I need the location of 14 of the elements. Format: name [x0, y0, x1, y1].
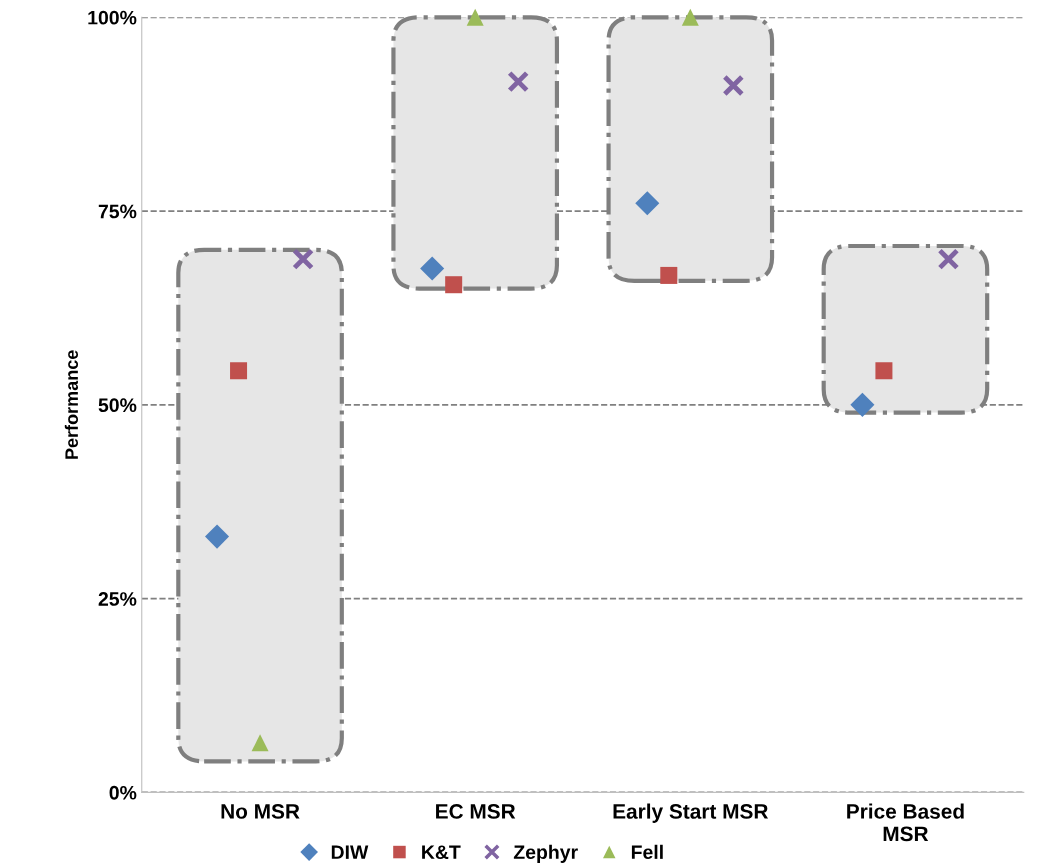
legend-label: K&T	[422, 845, 461, 860]
legend-label: Fell	[631, 844, 663, 860]
x-tick-label: EC MSR	[436, 804, 516, 819]
y-tick-label: 75%	[98, 204, 137, 219]
y-tick-label: 100%	[88, 10, 137, 25]
y-axis-title: Performance	[64, 350, 79, 459]
x-tick-label: No MSR	[221, 804, 300, 819]
y-tick-label: 0%	[109, 785, 137, 800]
legend-label: Zephyr	[513, 844, 578, 863]
y-tick-label: 50%	[98, 398, 137, 413]
legend-label: DIW	[331, 845, 369, 859]
y-tick-label: 25%	[98, 592, 137, 606]
x-tick-label: Early Start MSR	[613, 803, 769, 823]
x-tick-label: Price Based MSR	[847, 803, 964, 842]
